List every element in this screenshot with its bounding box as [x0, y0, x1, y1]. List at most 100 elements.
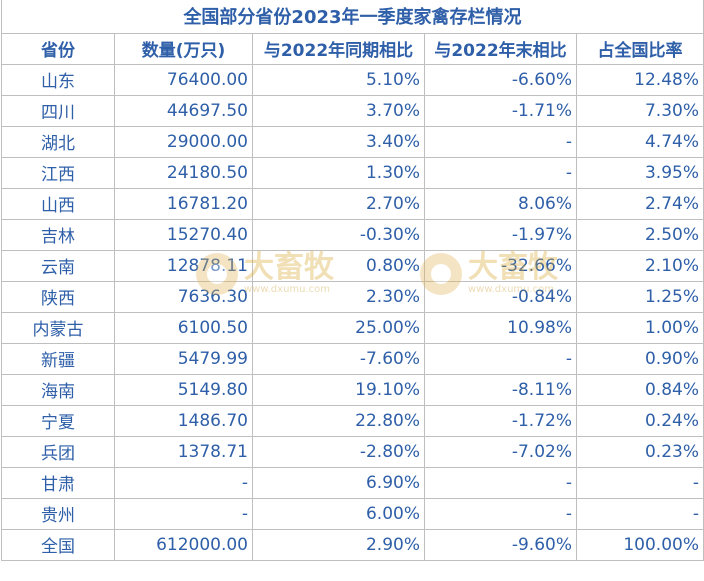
vs-yearend-cell: - [424, 466, 577, 499]
province-cell: 江西 [1, 156, 115, 189]
yoy-cell: 22.80% [252, 404, 425, 437]
province-cell: 山东 [1, 63, 115, 96]
vs-yearend-cell: -1.97% [424, 218, 577, 251]
quantity-cell: 29000.00 [114, 125, 253, 158]
table-row: 江西 24180.50 1.30% -3.95% [1, 156, 704, 189]
yoy-cell: 5.10% [252, 63, 425, 96]
vs-yearend-cell: -7.02% [424, 435, 577, 468]
province-cell: 四川 [1, 94, 115, 127]
share-cell: 0.23% [576, 435, 704, 468]
yoy-cell: -2.80% [252, 435, 425, 468]
table-row: 云南 12878.11 0.80% -32.66% 2.10% [1, 249, 704, 282]
share-cell: 3.95% [576, 156, 704, 189]
share-cell: - [576, 497, 704, 530]
title-row: 全国部分省份2023年一季度家禽存栏情况 [1, 0, 704, 34]
vs-yearend-cell: -8.11% [424, 373, 577, 406]
column-header-quantity: 数量(万只) [114, 32, 253, 65]
quantity-cell: 44697.50 [114, 94, 253, 127]
province-cell: 湖北 [1, 125, 115, 158]
share-cell: 0.24% [576, 404, 704, 437]
yoy-cell: 2.30% [252, 280, 425, 313]
column-header-yoy: 与2022年同期相比 [252, 32, 425, 65]
table-row: 贵州 -6.00% - - [1, 497, 704, 530]
vs-yearend-cell: -1.71% [424, 94, 577, 127]
table-row: 吉林 15270.40 -0.30% -1.97% 2.50% [1, 218, 704, 251]
share-cell: 4.74% [576, 125, 704, 158]
table-row: 陕西 7636.30 2.30% -0.84% 1.25% [1, 280, 704, 313]
header-row: 省份 数量(万只) 与2022年同期相比 与2022年末相比 占全国比率 [1, 32, 704, 65]
yoy-cell: 0.80% [252, 249, 425, 282]
share-cell: 7.30% [576, 94, 704, 127]
vs-yearend-cell: 10.98% [424, 311, 577, 344]
province-cell: 贵州 [1, 497, 115, 530]
vs-yearend-cell: -0.84% [424, 280, 577, 313]
yoy-cell: 6.00% [252, 497, 425, 530]
yoy-cell: -0.30% [252, 218, 425, 251]
share-cell: 1.25% [576, 280, 704, 313]
province-cell: 吉林 [1, 218, 115, 251]
table-row: 兵团 1378.71 -2.80% -7.02% 0.23% [1, 435, 704, 468]
province-cell: 云南 [1, 249, 115, 282]
column-header-vs-yearend: 与2022年末相比 [424, 32, 577, 65]
vs-yearend-cell: -9.60% [424, 528, 577, 561]
vs-yearend-cell: - [424, 156, 577, 189]
table-row: 全国 612000.00 2.90% -9.60% 100.00% [1, 528, 704, 561]
table-row: 山西 16781.20 2.70% 8.06% 2.74% [1, 187, 704, 220]
yoy-cell: -7.60% [252, 342, 425, 375]
vs-yearend-cell: - [424, 125, 577, 158]
share-cell: 2.10% [576, 249, 704, 282]
yoy-cell: 1.30% [252, 156, 425, 189]
quantity-cell: 612000.00 [114, 528, 253, 561]
table-body: 山东 76400.00 5.10% -6.60% 12.48% 四川 44697.50 3.7… [1, 63, 704, 561]
quantity-cell: 76400.00 [114, 63, 253, 96]
quantity-cell: - [114, 497, 253, 530]
yoy-cell: 3.40% [252, 125, 425, 158]
vs-yearend-cell: 8.06% [424, 187, 577, 220]
table-row: 宁夏 1486.70 22.80% -1.72% 0.24% [1, 404, 704, 437]
table-row: 甘肃 -6.90% - - [1, 466, 704, 499]
vs-yearend-cell: -32.66% [424, 249, 577, 282]
province-cell: 宁夏 [1, 404, 115, 437]
yoy-cell: 19.10% [252, 373, 425, 406]
quantity-cell: 1378.71 [114, 435, 253, 468]
quantity-cell: 5479.99 [114, 342, 253, 375]
share-cell: 12.48% [576, 63, 704, 96]
yoy-cell: 2.70% [252, 187, 425, 220]
share-cell: - [576, 466, 704, 499]
province-cell: 陕西 [1, 280, 115, 313]
quantity-cell: 6100.50 [114, 311, 253, 344]
yoy-cell: 3.70% [252, 94, 425, 127]
table-row: 湖北 29000.00 3.40% -4.74% [1, 125, 704, 158]
share-cell: 100.00% [576, 528, 704, 561]
vs-yearend-cell: - [424, 342, 577, 375]
column-header-share: 占全国比率 [576, 32, 704, 65]
province-cell: 兵团 [1, 435, 115, 468]
province-cell: 新疆 [1, 342, 115, 375]
quantity-cell: 5149.80 [114, 373, 253, 406]
share-cell: 1.00% [576, 311, 704, 344]
poultry-inventory-table: 全国部分省份2023年一季度家禽存栏情况 省份 数量(万只) 与2022年同期相… [1, 0, 704, 561]
yoy-cell: 2.90% [252, 528, 425, 561]
yoy-cell: 6.90% [252, 466, 425, 499]
share-cell: 2.50% [576, 218, 704, 251]
vs-yearend-cell: -6.60% [424, 63, 577, 96]
column-header-province: 省份 [1, 32, 115, 65]
quantity-cell: 16781.20 [114, 187, 253, 220]
share-cell: 2.74% [576, 187, 704, 220]
table-title: 全国部分省份2023年一季度家禽存栏情况 [1, 0, 704, 34]
quantity-cell: 15270.40 [114, 218, 253, 251]
table-row: 山东 76400.00 5.10% -6.60% 12.48% [1, 63, 704, 96]
province-cell: 全国 [1, 528, 115, 561]
quantity-cell: - [114, 466, 253, 499]
table-row: 海南 5149.80 19.10% -8.11% 0.84% [1, 373, 704, 406]
share-cell: 0.90% [576, 342, 704, 375]
share-cell: 0.84% [576, 373, 704, 406]
vs-yearend-cell: - [424, 497, 577, 530]
vs-yearend-cell: -1.72% [424, 404, 577, 437]
quantity-cell: 7636.30 [114, 280, 253, 313]
quantity-cell: 1486.70 [114, 404, 253, 437]
quantity-cell: 12878.11 [114, 249, 253, 282]
province-cell: 内蒙古 [1, 311, 115, 344]
province-cell: 山西 [1, 187, 115, 220]
